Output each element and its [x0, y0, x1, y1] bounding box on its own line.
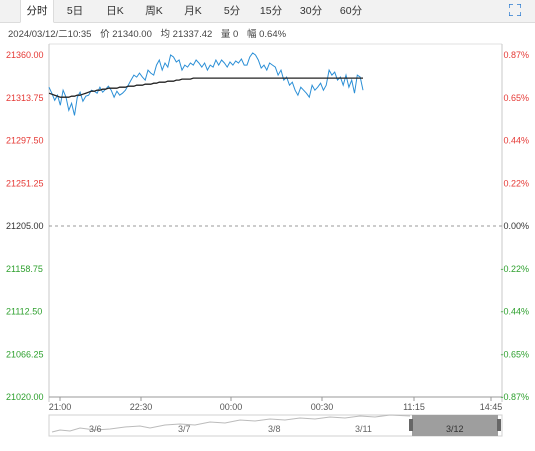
- tab-15-min[interactable]: 15分: [259, 5, 283, 17]
- x-tick-label: 00:00: [220, 402, 243, 412]
- pct-tick-label: 0.00%: [503, 221, 529, 231]
- pct-tick-label: 0.22%: [503, 178, 529, 188]
- pct-tick-label: -0.87%: [500, 392, 529, 402]
- pct-tick-label: 0.44%: [503, 136, 529, 146]
- tab-monthly-k[interactable]: 月K: [184, 5, 202, 17]
- navigator-track: [48, 414, 503, 437]
- x-tick-label: 11:15: [403, 402, 425, 412]
- y-tick-label: 21360.00: [6, 50, 44, 60]
- quote-price: 价 21340.00: [100, 29, 152, 40]
- quote-volume: 量 0: [220, 29, 239, 40]
- time-navigator[interactable]: 3/6 3/7 3/8 3/11 3/12: [48, 414, 503, 437]
- y-tick-label: 21205.00: [6, 221, 44, 231]
- y-tick-label: 21020.00: [6, 392, 44, 402]
- navigator-label-3-11: 3/11: [355, 424, 372, 434]
- navigator-mini-line: [51, 414, 411, 433]
- x-tick-label: 21:00: [49, 402, 72, 412]
- tab-5-min[interactable]: 5分: [223, 5, 241, 17]
- price-series-line: [48, 52, 364, 116]
- pct-tick-label: -0.65%: [500, 349, 529, 359]
- y-tick-label: 21313.75: [6, 93, 44, 103]
- pct-tick-label: 0.65%: [503, 93, 529, 103]
- tab-daily-k[interactable]: 日K: [106, 5, 124, 17]
- y-tick-label: 21158.75: [6, 264, 43, 274]
- navigator-label-3-8: 3/8: [268, 424, 281, 434]
- x-tick-label: 00:30: [311, 402, 334, 412]
- quote-datetime: 2024/03/12/二10:35: [8, 29, 92, 40]
- average-series-line: [48, 77, 363, 98]
- period-tab-bar: 分时 5日 日K 周K 月K 5分 15分 30分 60分: [0, 0, 535, 23]
- pct-tick-label: 0.87%: [503, 50, 529, 60]
- navigator-left-handle[interactable]: [409, 419, 413, 431]
- quote-info-line: 2024/03/12/二10:35 价 21340.00 均 21337.42 …: [8, 26, 292, 40]
- quote-change: 幅 0.64%: [247, 29, 287, 40]
- navigator-right-handle[interactable]: [497, 419, 501, 431]
- y-tick-label: 21112.50: [6, 307, 42, 317]
- tab-intraday[interactable]: 分时: [20, 0, 54, 23]
- y-tick-label: 21251.25: [6, 178, 44, 188]
- fullscreen-icon[interactable]: [509, 4, 521, 16]
- tab-weekly-k[interactable]: 周K: [145, 5, 163, 17]
- tab-60-min[interactable]: 60分: [339, 5, 363, 17]
- navigator-label-3-6: 3/6: [89, 424, 102, 434]
- y-tick-label: 21066.25: [6, 349, 44, 359]
- tab-5-day[interactable]: 5日: [66, 5, 84, 17]
- pct-tick-label: -0.44%: [500, 307, 529, 317]
- quote-average: 均 21337.42: [160, 29, 213, 40]
- x-tick-label: 22:30: [130, 402, 153, 412]
- x-tick-label: 14:45: [480, 402, 503, 412]
- tab-30-min[interactable]: 30分: [299, 5, 323, 17]
- navigator-label-3-7: 3/7: [178, 424, 191, 434]
- y-tick-label: 21297.50: [6, 136, 44, 146]
- pct-tick-label: -0.22%: [500, 264, 529, 274]
- navigator-selected-range[interactable]: [412, 415, 498, 436]
- navigator-label-3-12: 3/12: [446, 424, 464, 434]
